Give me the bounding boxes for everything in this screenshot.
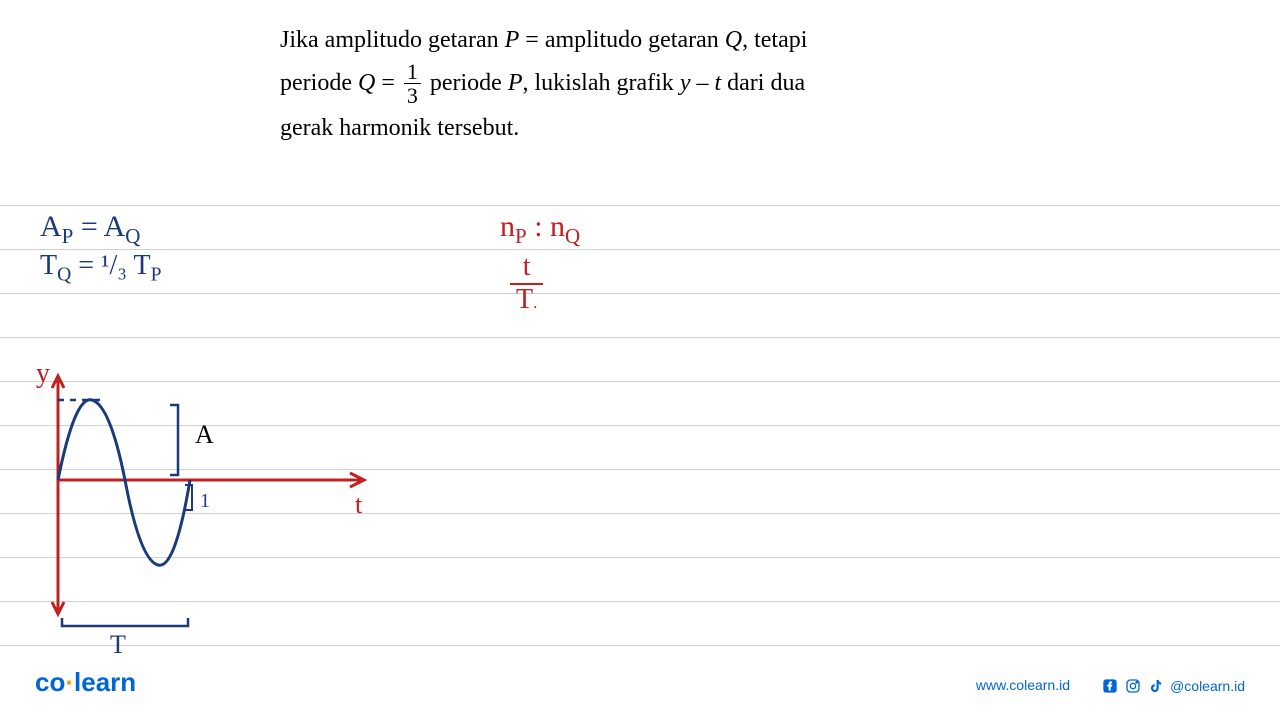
rule [0,249,1280,250]
footer-url: www.colearn.id [976,677,1070,693]
period-bracket [62,618,188,626]
text: , lukislah grafik [523,70,680,96]
rule [0,337,1280,338]
text: , tetapi [742,27,807,53]
hw-sub: Q [57,265,71,286]
x-axis-label: t [355,490,362,520]
logo-part: co [35,667,65,697]
var-Q: Q [725,27,742,53]
var-Q: Q [358,70,375,96]
hw-frac-num: t [510,252,543,285]
hw-frac-den: T [516,284,533,315]
hw-text: = ¹/₃ T [71,250,150,281]
hw-text: A [40,210,62,243]
facebook-icon [1101,677,1119,695]
text: periode [280,70,358,96]
one-label: 1 [200,490,210,513]
numerator: 1 [404,61,421,84]
text: dari dua [721,70,805,96]
hw-dot: . [533,293,537,312]
amplitude-label: A [195,420,214,450]
hw-text: : [527,210,550,243]
logo-part: learn [74,667,136,697]
var-yt: y – t [680,70,721,96]
yt-graph [30,360,400,650]
hw-text: T [40,250,57,281]
problem-line-2: periode Q = 13 periode P, lukislah grafi… [280,61,1000,108]
hw-text: n [500,210,515,243]
amplitude-bracket [170,405,178,475]
hw-period-eq: TQ = ¹/₃ TP [40,250,162,287]
hw-sub: Q [565,224,580,248]
hw-text: n [550,210,565,243]
text: Jika amplitudo getaran [280,27,505,53]
hw-sub: Q [125,224,140,248]
hw-n-ratio: nP : nQ [500,210,580,249]
hw-sub: P [515,224,527,248]
rule [0,293,1280,294]
sine-curve [58,400,190,566]
footer: co·learn www.colearn.id @colearn.id [0,668,1280,698]
y-axis-label: y [36,358,50,390]
period-label: T [110,630,126,660]
problem-statement: Jika amplitudo getaran P = amplitudo get… [280,20,1000,149]
logo-dot: · [65,667,74,697]
instagram-icon [1124,677,1142,695]
text: = [375,70,401,96]
var-P: P [508,70,523,96]
hw-sub: P [62,224,74,248]
var-P: P [505,27,520,53]
text: periode [424,70,508,96]
fraction-one-third: 13 [404,61,421,108]
denominator: 3 [404,84,421,108]
hw-t-over-T: t T. [510,252,543,316]
problem-line-3: gerak harmonik tersebut. [280,108,1000,149]
hw-text: = A [73,210,125,243]
footer-social: @colearn.id [1101,677,1245,695]
tiktok-icon [1147,677,1165,695]
problem-line-1: Jika amplitudo getaran P = amplitudo get… [280,20,1000,61]
social-handle: @colearn.id [1170,678,1245,694]
hw-amplitude-eq: AP = AQ [40,210,140,249]
rule [0,205,1280,206]
text: = amplitudo getaran [519,27,724,53]
hw-sub: P [151,265,162,286]
brand-logo: co·learn [35,667,136,698]
